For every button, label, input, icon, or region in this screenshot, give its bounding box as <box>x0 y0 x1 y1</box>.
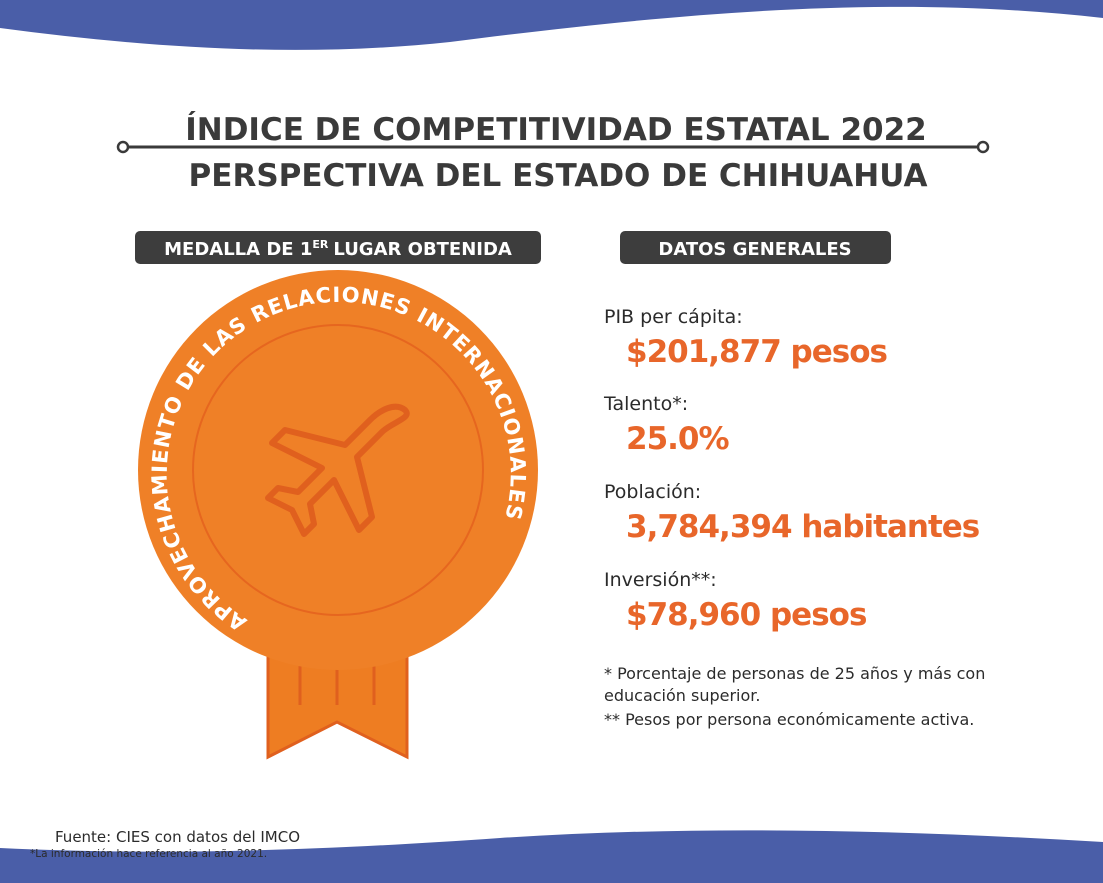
item-label: PIB per cápita: <box>604 306 743 328</box>
data-items: PIB per cápita: $201,877 pesos Talento*: 25… <box>603 306 980 633</box>
item-value: $78,960 pesos <box>626 597 866 633</box>
medal-inner <box>192 324 484 616</box>
item-value: 3,784,394 habitantes <box>626 509 979 545</box>
item-label: Población: <box>604 481 701 503</box>
footnote: educación superior. <box>604 686 760 705</box>
item-value: $201,877 pesos <box>626 334 887 370</box>
data-heading: DATOS GENERALES <box>658 239 851 260</box>
item-label: Talento*: <box>603 393 688 415</box>
top-wave <box>0 0 1103 50</box>
medal-heading-bg <box>135 231 541 264</box>
plane-icon <box>265 403 410 537</box>
title-line2: PERSPECTIVA DEL ESTADO DE CHIHUAHUA <box>189 158 928 194</box>
rule-end <box>116 140 130 154</box>
item-label: Inversión**: <box>604 569 717 591</box>
heading-text: LUGAR OBTENIDA <box>333 239 512 260</box>
footnote: ** Pesos por persona económicamente acti… <box>604 710 974 729</box>
item-value: 25.0% <box>626 421 729 457</box>
title-line1: ÍNDICE DE COMPETITIVIDAD ESTATAL 2022 <box>185 112 927 148</box>
source-note: *La información hace referencia al año 2… <box>30 848 267 860</box>
source: Fuente: CIES con datos del IMCO <box>55 828 300 846</box>
heading-sup: ER <box>312 238 329 251</box>
heading-text: MEDALLA DE 1 <box>164 239 312 260</box>
medal: APROVECHAMIENTO DE LAS RELACIONES INTERN… <box>138 270 538 760</box>
medal-heading: MEDALLA DE 1ER LUGAR OBTENIDA <box>164 238 512 260</box>
rule-end <box>976 140 990 154</box>
footnote: * Porcentaje de personas de 25 años y má… <box>604 664 985 683</box>
bottom-wave <box>0 830 1103 883</box>
data-heading-bg <box>620 231 891 264</box>
